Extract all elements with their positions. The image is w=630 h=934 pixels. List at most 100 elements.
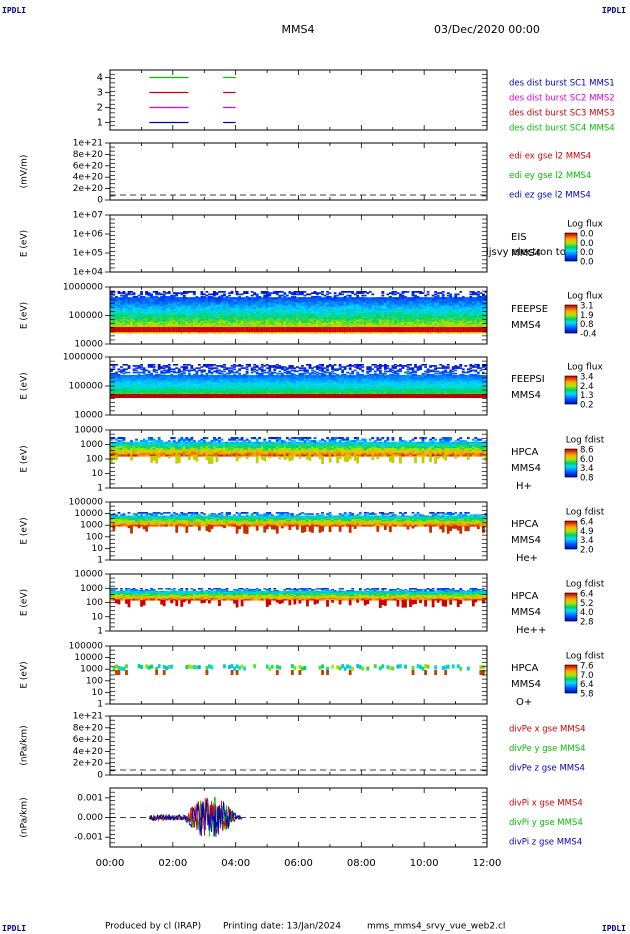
spectrogram-cell (220, 303, 224, 306)
spectrogram-cell (456, 297, 460, 299)
spectrogram-cell (431, 309, 435, 312)
spectrogram-cell (260, 316, 264, 319)
spectrogram-cell (192, 318, 196, 320)
legend-entry: edi ez gse l2 MMS4 (509, 191, 591, 201)
spectrogram-cell (125, 319, 128, 322)
spectrogram-cell (132, 300, 136, 303)
spectrogram-cell (444, 304, 448, 307)
spectrogram-cell (210, 297, 214, 299)
spectrogram-cell (361, 314, 365, 317)
spectrogram-cell (331, 305, 334, 308)
spectrogram-cell (238, 318, 241, 320)
spectrogram-cell (331, 319, 334, 322)
spectrogram-cell (260, 297, 264, 299)
spectrogram-cell (429, 319, 433, 322)
spectrogram-cell (421, 309, 425, 312)
spectrogram-cell (414, 294, 417, 297)
spectrogram-cell (285, 304, 289, 307)
spectrogram-cell (449, 297, 453, 299)
spectrogram-cell (363, 307, 367, 309)
spectrogram-cell (228, 324, 231, 327)
spectrogram-cell (376, 319, 380, 322)
spectrogram-cell (238, 300, 241, 303)
spectrogram-cell (167, 300, 171, 303)
spectrogram-cell (316, 305, 319, 308)
spectrogram-cell (187, 291, 191, 293)
spectrogram-cell (273, 325, 277, 328)
spectrogram-cell (464, 298, 468, 301)
spectrogram-cell (255, 302, 259, 304)
spectrogram-cell (429, 323, 433, 325)
spectrogram-cell (419, 320, 422, 323)
spectrogram-cell (301, 303, 304, 306)
spectrogram-cell (333, 308, 337, 311)
spectrogram-cell (406, 303, 410, 306)
spectrogram-cell (152, 305, 156, 308)
spectrogram-cell (213, 325, 216, 328)
spectrogram-cell (215, 325, 219, 328)
spectrogram-cell (464, 324, 468, 327)
spectrogram-cell (446, 323, 450, 325)
spectrogram-cell (429, 316, 433, 319)
spectrogram-cell (288, 315, 292, 318)
spectrogram-cell (343, 302, 347, 304)
spectrogram-cell (275, 327, 279, 332)
spectrogram-cell (275, 316, 279, 319)
spectrogram-cell (170, 325, 174, 328)
spectrogram-cell (454, 300, 458, 303)
spectrogram-cell (182, 292, 186, 294)
spectrogram-cell (190, 309, 194, 312)
spectrogram-cell (220, 309, 224, 312)
spectrogram-cell (150, 305, 154, 308)
spectrogram-cell (394, 291, 397, 293)
spectrogram-cell (150, 302, 154, 304)
spectrogram-cell (366, 304, 370, 307)
spectrogram-cell (451, 315, 455, 318)
spectrogram-cell (396, 331, 400, 334)
spectrogram-cell (361, 303, 365, 306)
spectrogram-cell (391, 310, 395, 313)
spectrogram-cell (243, 304, 247, 307)
spectrogram-cell (338, 323, 342, 325)
spectrogram-cell (341, 298, 345, 301)
spectrogram-cell (313, 310, 317, 313)
spectrogram-cell (306, 300, 309, 303)
spectrogram-cell (336, 294, 340, 297)
spectrogram-cell (230, 324, 234, 327)
spectrogram-cell (213, 303, 216, 306)
spectrogram-cell (132, 298, 136, 301)
spectrogram-cell (409, 303, 412, 306)
spectrogram-cell (172, 298, 176, 301)
spectrogram-cell (298, 310, 302, 313)
spectrogram-cell (115, 312, 118, 314)
spectrogram-cell (175, 293, 179, 296)
spectrogram-cell (238, 305, 241, 308)
spectrogram-cell (208, 310, 211, 313)
spectrogram-cell (255, 303, 259, 306)
spectrogram-cell (358, 310, 362, 313)
spectrogram-cell (341, 302, 345, 304)
spectrogram-cell (258, 320, 262, 323)
spectrogram-cell (469, 293, 473, 296)
spectrogram-cell (152, 331, 156, 334)
spectrogram-cell (401, 291, 405, 293)
spectrogram-cell (135, 303, 138, 306)
spectrogram-cell (202, 298, 206, 301)
spectrogram-cell (444, 324, 448, 327)
spectrogram-cell (162, 318, 166, 320)
spectrogram-cell (293, 325, 297, 328)
spectrogram-cell (381, 321, 385, 324)
spectrogram-cell (424, 319, 427, 322)
spectrogram-cell (293, 300, 297, 303)
spectrogram-cell (120, 324, 123, 327)
spectrogram-cell (356, 321, 360, 324)
spectrogram-cell (404, 305, 407, 308)
spectrogram-cell (263, 302, 267, 304)
spectrogram-cell (142, 316, 146, 319)
spectrogram-cell (431, 324, 435, 327)
spectrogram-cell (135, 313, 138, 315)
spectrogram-cell (313, 298, 317, 301)
spectrogram-cell (250, 304, 254, 307)
spectrogram-cell (182, 302, 186, 304)
spectrogram-cell (285, 320, 289, 323)
